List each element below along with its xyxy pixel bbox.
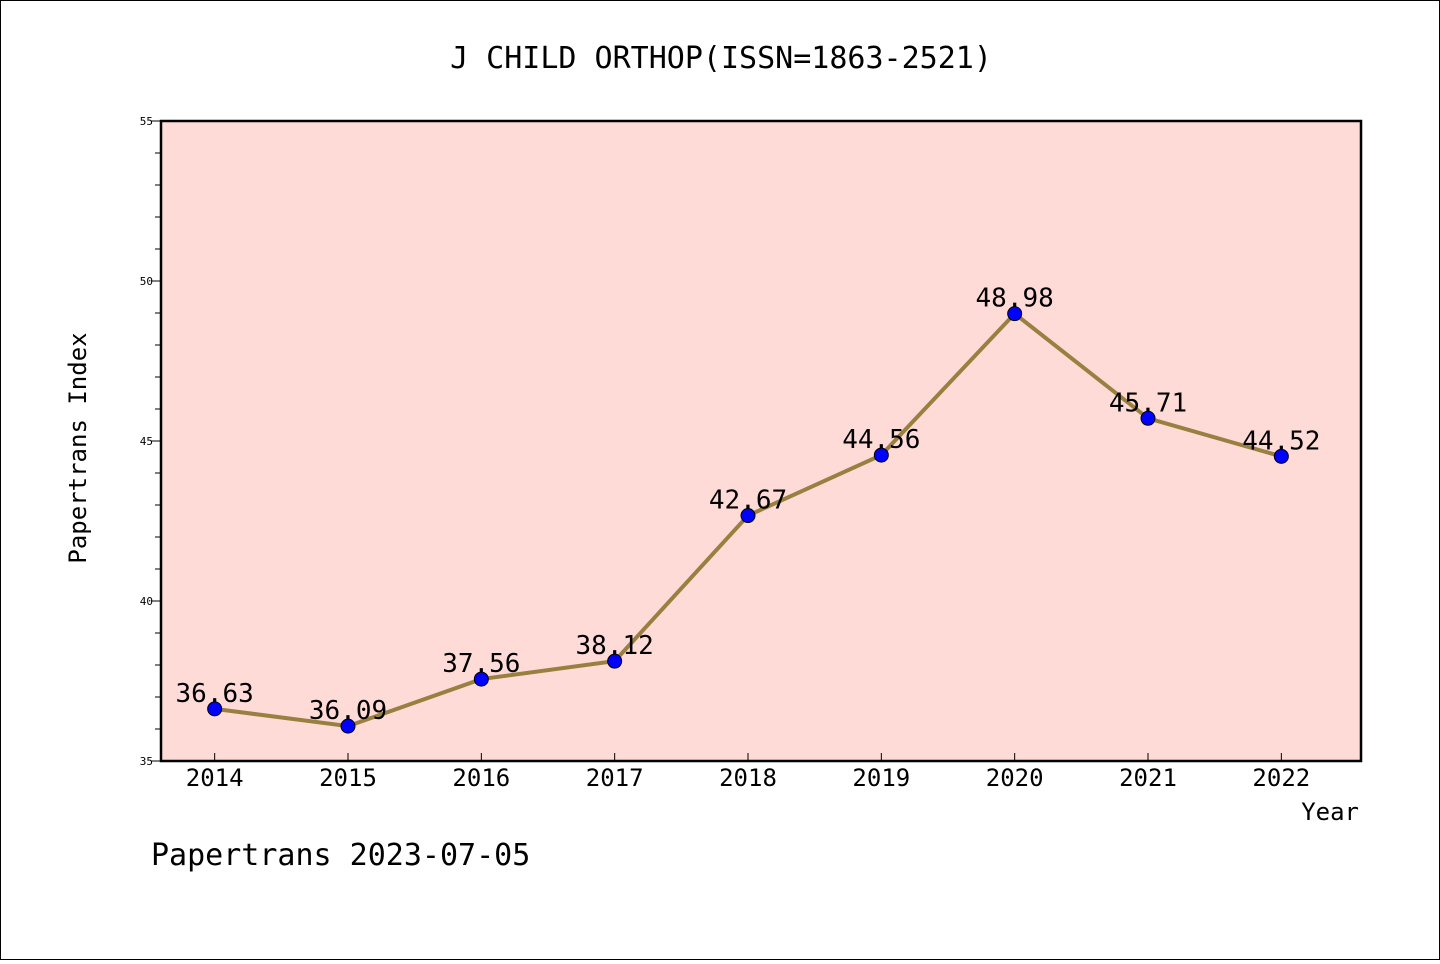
x-tick-label: 2021 <box>1119 764 1177 792</box>
data-label: 42.67 <box>709 486 787 516</box>
data-label: 45.71 <box>1109 388 1187 418</box>
data-label: 36.09 <box>309 696 387 726</box>
x-tick-label: 2018 <box>719 764 777 792</box>
data-point <box>1007 306 1023 322</box>
data-label: 37.56 <box>442 649 520 679</box>
x-axis: 2014 2015 2016 2017 2018 2019 2020 2021 2022 <box>186 753 1310 792</box>
x-tick-label: 2016 <box>452 764 510 792</box>
y-tick-label: 50 <box>140 275 153 288</box>
y-tick-label: 35 <box>140 755 153 768</box>
plot-area <box>161 121 1361 761</box>
data-point <box>607 653 623 669</box>
data-point <box>473 671 489 687</box>
series-markers <box>207 306 1289 734</box>
y-tick-label: 55 <box>140 115 153 128</box>
plot-border <box>159 119 1363 763</box>
data-labels: 36.63 36.09 37.56 38.12 42.67 44.56 48.98 45.71… <box>176 284 1321 726</box>
y-tick-label: 45 <box>140 435 153 448</box>
x-tick-label: 2014 <box>186 764 244 792</box>
x-axis-title: Year <box>1301 798 1359 826</box>
y-axis: 35 40 45 50 55 <box>140 115 161 768</box>
data-point <box>873 447 889 463</box>
data-point <box>1140 410 1156 426</box>
chart-title: J CHILD ORTHOP(ISSN=1863-2521) <box>450 41 992 76</box>
data-point <box>740 508 756 524</box>
data-point <box>340 718 356 734</box>
data-label: 44.52 <box>1242 426 1320 456</box>
data-label: 38.12 <box>576 631 654 661</box>
x-tick-label: 2015 <box>319 764 377 792</box>
x-tick-label: 2019 <box>852 764 910 792</box>
y-tick-label: 40 <box>140 595 153 608</box>
x-tick-label: 2017 <box>586 764 644 792</box>
footer-text: Papertrans 2023-07-05 <box>151 838 530 873</box>
x-tick-label: 2022 <box>1252 764 1310 792</box>
x-tick-label: 2020 <box>986 764 1044 792</box>
y-axis-title: Papertrans Index <box>64 332 92 563</box>
data-label: 48.98 <box>976 284 1054 314</box>
data-label: 36.63 <box>176 679 254 709</box>
data-point <box>1273 448 1289 464</box>
data-label: 44.56 <box>842 425 920 455</box>
data-point <box>207 701 223 717</box>
